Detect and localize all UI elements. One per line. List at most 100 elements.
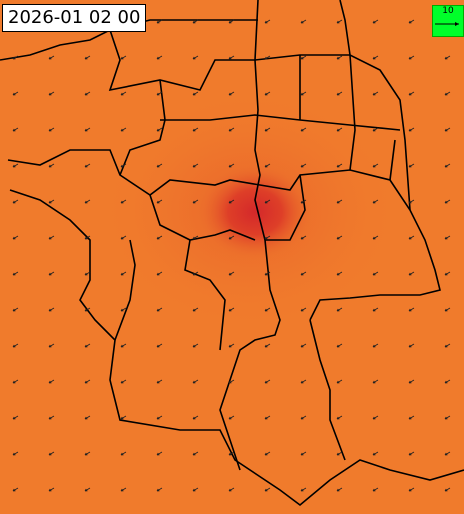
wind-arrow (48, 415, 55, 420)
wind-arrow (372, 487, 379, 492)
wind-arrow (300, 379, 307, 384)
wind-arrow (336, 199, 343, 204)
wind-arrow (228, 451, 235, 456)
wind-arrow (300, 307, 307, 312)
wind-arrow (84, 199, 91, 204)
wind-arrow (12, 235, 19, 240)
wind-arrow (156, 127, 163, 132)
wind-arrow (120, 415, 127, 420)
wind-arrow (264, 199, 271, 204)
wind-arrow (192, 199, 199, 204)
wind-arrow (336, 343, 343, 348)
wind-arrow (12, 307, 19, 312)
wind-arrow (192, 271, 199, 276)
wind-arrow (336, 163, 343, 168)
wind-arrow (48, 127, 55, 132)
wind-arrow (156, 19, 163, 24)
wind-arrow (12, 343, 19, 348)
wind-arrow (372, 451, 379, 456)
wind-arrow (336, 127, 343, 132)
wind-arrow (48, 307, 55, 312)
wind-arrow (84, 91, 91, 96)
wind-arrow (120, 91, 127, 96)
wind-arrow (120, 271, 127, 276)
wind-arrow (192, 19, 199, 24)
wind-arrow (264, 235, 271, 240)
wind-arrow (192, 379, 199, 384)
wind-arrow (408, 235, 415, 240)
wind-arrow (264, 379, 271, 384)
wind-arrow (84, 271, 91, 276)
wind-arrow (264, 163, 271, 168)
wind-arrow (336, 91, 343, 96)
wind-arrow (372, 199, 379, 204)
wind-arrow (228, 19, 235, 24)
wind-arrow (300, 487, 307, 492)
wind-arrow (372, 271, 379, 276)
wind-arrow (192, 163, 199, 168)
wind-arrow (300, 415, 307, 420)
wind-arrow (372, 415, 379, 420)
wind-arrow (228, 307, 235, 312)
wind-arrow (48, 91, 55, 96)
wind-arrow (156, 91, 163, 96)
wind-arrow (228, 55, 235, 60)
wind-arrow (228, 127, 235, 132)
wind-legend: 10 (432, 5, 464, 37)
wind-arrow (228, 235, 235, 240)
wind-arrow (408, 127, 415, 132)
wind-arrow (156, 307, 163, 312)
wind-arrow (84, 415, 91, 420)
wind-arrow (228, 343, 235, 348)
wind-arrow (156, 163, 163, 168)
wind-arrow (444, 487, 451, 492)
wind-arrow (408, 451, 415, 456)
wind-arrow (408, 199, 415, 204)
wind-arrow (372, 55, 379, 60)
wind-arrow (192, 127, 199, 132)
wind-arrow (300, 199, 307, 204)
wind-arrow (300, 235, 307, 240)
wind-arrow (444, 91, 451, 96)
wind-arrow (120, 307, 127, 312)
wind-arrow (156, 343, 163, 348)
wind-arrow (228, 487, 235, 492)
wind-arrow (84, 451, 91, 456)
wind-arrow (120, 343, 127, 348)
wind-arrow (228, 163, 235, 168)
wind-arrow (120, 235, 127, 240)
wind-arrow (192, 343, 199, 348)
wind-arrow (372, 235, 379, 240)
wind-arrow (264, 19, 271, 24)
wind-arrow (444, 415, 451, 420)
wind-arrow (408, 19, 415, 24)
wind-arrow (156, 235, 163, 240)
wind-arrow (84, 163, 91, 168)
wind-arrow (300, 163, 307, 168)
wind-arrow (264, 487, 271, 492)
wind-arrow (12, 55, 19, 60)
wind-arrow (192, 415, 199, 420)
wind-arrow (264, 307, 271, 312)
wind-arrow (48, 379, 55, 384)
wind-arrow (192, 91, 199, 96)
wind-arrow (48, 451, 55, 456)
wind-arrow (264, 55, 271, 60)
wind-arrow (300, 19, 307, 24)
wind-arrow (84, 379, 91, 384)
wind-arrow (300, 55, 307, 60)
wind-arrow (336, 19, 343, 24)
wind-arrow (336, 307, 343, 312)
wind-arrow (264, 451, 271, 456)
wind-arrow (408, 415, 415, 420)
wind-arrow (336, 415, 343, 420)
wind-arrow (120, 379, 127, 384)
wind-arrow (444, 199, 451, 204)
wind-arrow (264, 127, 271, 132)
wind-arrow (120, 163, 127, 168)
wind-arrow (444, 379, 451, 384)
wind-arrow (300, 343, 307, 348)
wind-arrow (192, 55, 199, 60)
wind-arrow (408, 379, 415, 384)
wind-arrow (336, 379, 343, 384)
